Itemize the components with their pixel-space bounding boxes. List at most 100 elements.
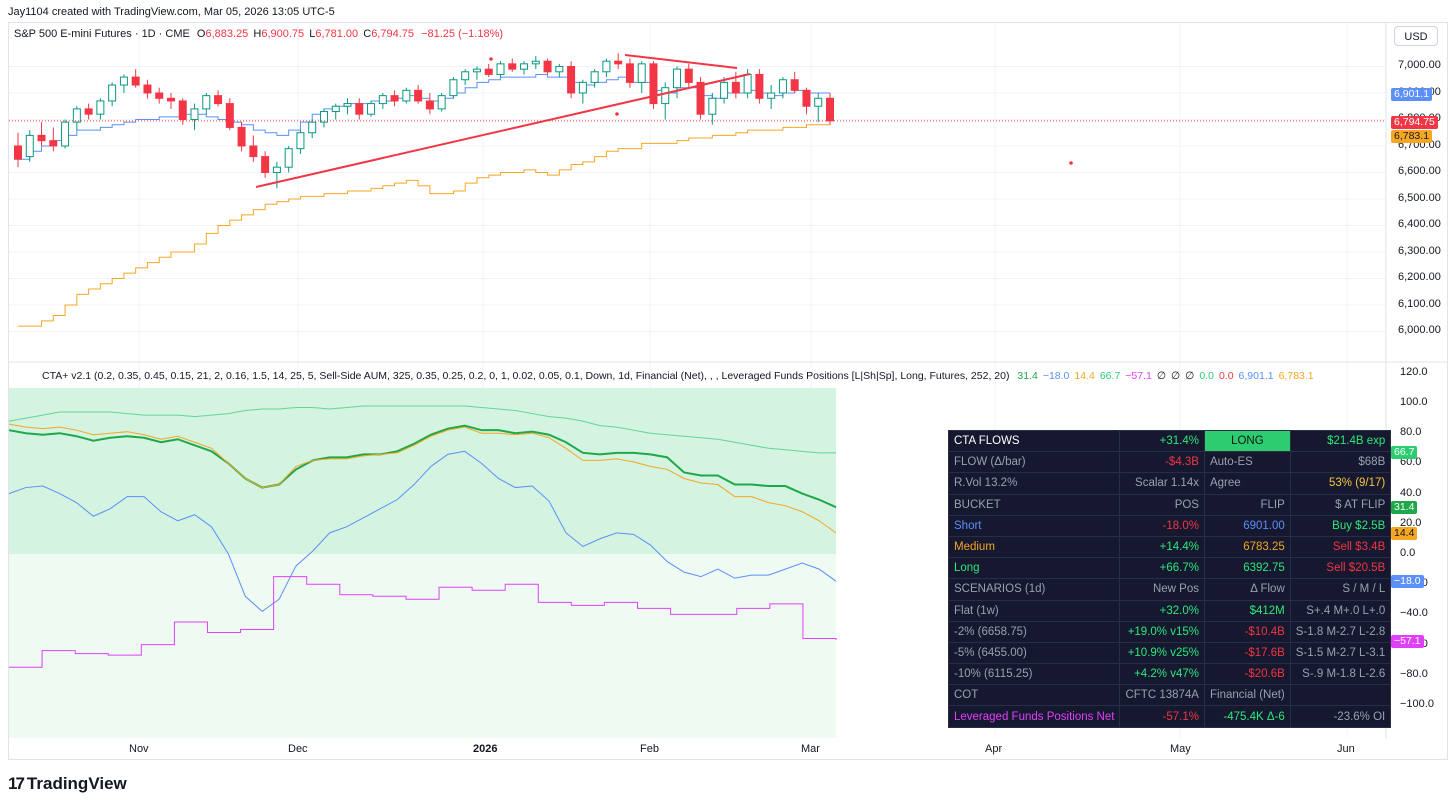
candle-body [119, 76, 128, 86]
indicator-tick-label: 40.0 [1400, 486, 1422, 499]
candle-body [96, 100, 105, 115]
candle-body [708, 97, 717, 115]
candle-body [296, 132, 305, 150]
indicator-tick-label: 80.0 [1400, 426, 1422, 439]
medium-trend-line [18, 123, 831, 327]
chart-frame[interactable] [8, 22, 1448, 760]
cta-table-row: Long +66.7% 6392.75 Sell $20.5B [947, 557, 1392, 580]
indicator-value: −18.0 [1042, 370, 1070, 382]
candle-body [625, 63, 634, 83]
cta-table-cell: CFTC 13874A [1119, 684, 1205, 707]
indicator-value: −57.1 [1125, 370, 1152, 382]
candle-body [402, 89, 411, 102]
candle-body [814, 97, 823, 107]
time-tick-label: Jun [1337, 743, 1355, 755]
cta-table-cell: S-1.8 M-2.7 L-2.8 [1289, 620, 1392, 643]
cta-table-cell: Agree [1203, 472, 1291, 495]
tradingview-logo[interactable]: 17 TradingView [8, 774, 127, 793]
long-line [8, 405, 836, 454]
indicator-value: 66.7 [1099, 370, 1121, 382]
indicator-value: 0.0 [1199, 370, 1214, 382]
cta-table-cell: +4.2% v47% [1119, 663, 1205, 686]
cta-table-cell: 53% (9/17) [1289, 472, 1392, 495]
candle-body [520, 63, 529, 70]
short-line [8, 450, 837, 613]
candle-body [108, 84, 117, 102]
cta-table-cell: Medium [947, 535, 1121, 559]
candle-body [202, 95, 211, 110]
candle-body [472, 68, 481, 73]
candle-body [555, 65, 564, 73]
marker-dot [1069, 161, 1073, 165]
price-tick-label: 6,300.00 [1398, 244, 1441, 257]
marker-dot [489, 57, 493, 61]
candle-body [14, 145, 22, 160]
indicator-tick-label: −40.0 [1400, 607, 1428, 620]
time-tick-label: Dec [288, 743, 308, 755]
cta-table-cell: +66.7% [1119, 557, 1205, 580]
cta-table-row: FLOW (Δ/bar) -$4.3B Auto-ES $68B [947, 451, 1392, 474]
cta-table-cell: -475.4K Δ-6 [1203, 705, 1291, 728]
cta-table-row: Flat (1w) +32.0% $412M S+.4 M+.0 L+.0 [947, 599, 1392, 622]
marker-dot [615, 112, 619, 116]
cta-table-cell [1289, 684, 1392, 707]
time-tick-label: Nov [129, 743, 149, 755]
candle-body [437, 95, 446, 110]
candle-body [343, 103, 352, 107]
ohlc-close: 6,794.75 [371, 28, 415, 40]
candle-body [673, 68, 682, 89]
time-tick-label: Feb [640, 743, 659, 755]
candle-body [155, 92, 164, 99]
cta-table-cell: COT [947, 684, 1121, 707]
cta-table-cell: Auto-ES [1203, 451, 1291, 474]
ohlc-high: 6,900.75 [261, 28, 305, 40]
cta-table-cell: -10% (6115.25) [947, 663, 1121, 686]
indicator-tick-label: 120.0 [1400, 365, 1428, 378]
cta-table-row: -10% (6115.25) +4.2% v47% -$20.6B S-.9 M-1.… [947, 663, 1392, 686]
time-tick-label: 2026 [473, 743, 498, 755]
indicator-value: ∅ [1185, 370, 1195, 382]
composite-line [8, 424, 837, 509]
short-value-badge: −18.0 [1391, 575, 1424, 588]
cta-table-cell: -$20.6B [1203, 663, 1291, 686]
cta-table-cell: -$17.6B [1203, 641, 1291, 665]
cta-table-cell: LONG [1203, 429, 1291, 453]
cta-table-cell: S-1.5 M-2.7 L-3.1 [1289, 641, 1392, 665]
cta-table-row: COT CFTC 13874A Financial (Net) [947, 684, 1392, 707]
candle-body [331, 105, 340, 113]
cta-table-cell: New Pos [1119, 578, 1205, 601]
symbol-name[interactable]: S&P 500 E-mini Futures · 1D · CME [14, 28, 190, 40]
cta-table-cell: 6783.25 [1203, 535, 1291, 559]
price-tick-label: 6,000.00 [1398, 324, 1441, 337]
ohlc-open-label: O [196, 28, 206, 40]
currency-button[interactable]: USD [1394, 26, 1438, 46]
cta-table-row: -2% (6658.75) +19.0% v15% -$10.4B S-1.8 M-2… [947, 620, 1392, 643]
cta-table-row: CTA FLOWS +31.4% LONG $21.4B exp [947, 429, 1392, 453]
candle-body [508, 63, 517, 70]
candle-body [425, 100, 434, 110]
cta-table-cell: Short [947, 514, 1121, 537]
cta-table-cell: $68B [1289, 451, 1392, 474]
indicator-settings[interactable]: CTA+ v2.1 (0.2, 0.35, 0.45, 0.15, 21, 2,… [42, 370, 1010, 382]
indicator-value: 6,783.1 [1278, 370, 1314, 382]
candle-body [61, 121, 70, 147]
candle-body [567, 65, 576, 94]
candle-body [484, 68, 493, 75]
last-price-badge: 6,794.75 [1391, 116, 1438, 129]
candle-body [355, 103, 364, 115]
cta-table-cell: Sell $20.5B [1289, 557, 1392, 580]
price-tick-label: 6,600.00 [1398, 165, 1441, 178]
candle-body [272, 166, 281, 173]
short-trend-line [18, 73, 831, 160]
candle-body [720, 81, 729, 99]
cta-table-cell: S-.9 M-1.8 L-2.6 [1289, 663, 1392, 686]
candle-body [543, 60, 552, 73]
cta-table-cell: FLIP [1203, 493, 1291, 516]
ohlc-open: 6,883.25 [205, 28, 249, 40]
tradingview-logo-icon: 17 [8, 774, 25, 793]
lev-funds-value-badge: −57.1 [1391, 635, 1424, 648]
cta-table-cell: BUCKET [947, 493, 1121, 516]
cta-table-cell: S / M / L [1289, 578, 1392, 601]
candle-body [178, 100, 187, 120]
